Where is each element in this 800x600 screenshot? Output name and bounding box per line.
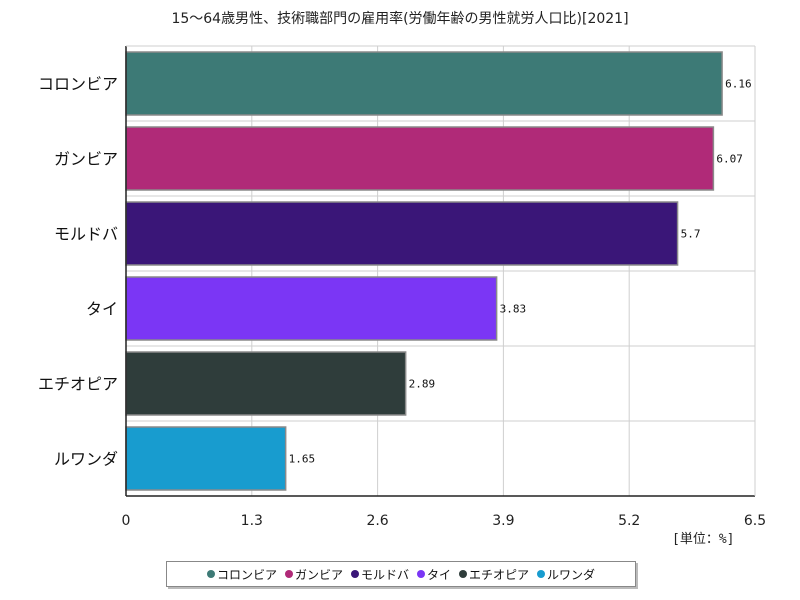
legend-label: ルワンダ: [547, 567, 596, 582]
legend-item: コロンビア: [206, 566, 277, 583]
legend-swatch: [284, 570, 293, 578]
data-label: 6.07: [716, 153, 743, 166]
data-label: 6.16: [725, 78, 752, 91]
x-tick-label: 0: [122, 513, 131, 529]
legend-label: モルドバ: [360, 567, 409, 582]
grid-lines: [125, 46, 756, 496]
data-label: 5.7: [681, 228, 701, 241]
category-label: ルワンダ: [54, 450, 118, 469]
legend-swatch: [417, 570, 425, 578]
category-label: モルドバ: [54, 225, 118, 244]
legend-swatch: [350, 570, 359, 578]
bar: [125, 426, 287, 491]
legend-item: エチオピア: [459, 566, 529, 583]
category-label: ガンビア: [54, 150, 118, 169]
unit-label: [単位：%]: [672, 532, 735, 547]
legend-label: タイ: [427, 567, 452, 582]
x-tick-label: 2.6: [366, 513, 388, 529]
bar: [125, 51, 723, 116]
bar: [125, 351, 407, 416]
category-label: タイ: [86, 300, 118, 319]
bar: [125, 126, 715, 191]
legend-swatch: [459, 570, 468, 578]
legend-label: ガンビア: [294, 567, 343, 582]
data-label: 1.65: [289, 453, 316, 466]
legend-item: タイ: [417, 566, 451, 583]
data-label: 2.89: [409, 378, 436, 391]
legend-swatch: [537, 570, 546, 578]
labels: 0 1.3 2.6 3.9 5.2 6.5 コロンビア 6.16 ガンビア 6.07 モルドバ 5.7…: [38, 75, 766, 530]
category-label: コロンビア: [38, 75, 118, 94]
category-label: エチオピア: [38, 375, 118, 394]
chart-title: 15〜64歳男性、技術職部門の雇用率(労働年齢の男性就労人口比)[2021]: [171, 11, 629, 27]
legend-item: モルドバ: [350, 566, 409, 583]
bar: [125, 276, 498, 341]
bar: [125, 201, 679, 266]
bars: [125, 51, 723, 491]
data-label: 3.83: [500, 303, 527, 316]
axes: [125, 45, 756, 497]
x-tick-label: 6.5: [744, 513, 766, 529]
x-tick-label: 1.3: [241, 513, 263, 529]
legend-label: コロンビア: [216, 567, 277, 582]
legend-label: エチオピア: [469, 567, 530, 582]
legend: コロンビア ガンビア モルドバ タイ エチオピア ルワンダ: [166, 561, 636, 587]
legend-swatch: [206, 570, 215, 578]
x-tick-label: 3.9: [492, 513, 514, 529]
legend-item: ガンビア: [284, 566, 343, 583]
x-tick-label: 5.2: [618, 513, 640, 529]
legend-item: ルワンダ: [537, 566, 595, 583]
